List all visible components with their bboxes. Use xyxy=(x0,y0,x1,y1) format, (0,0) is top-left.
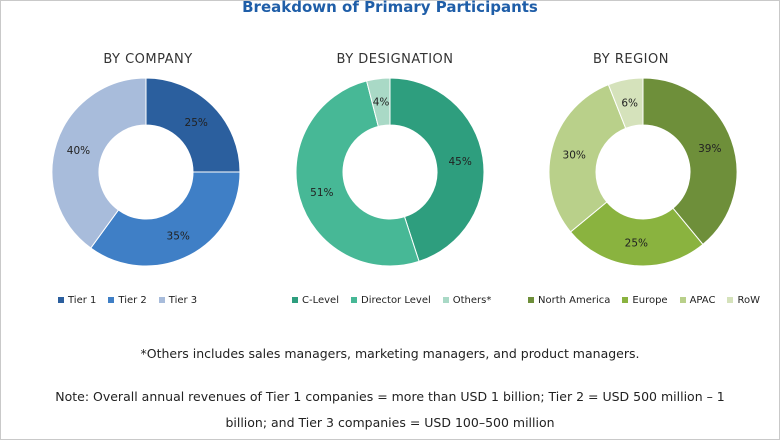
footnote: *Others includes sales managers, marketi… xyxy=(140,346,640,361)
donut-chart-region: 39% 25% 30% 6% xyxy=(548,77,738,267)
revenue-note-line-2: billion; and Tier 3 companies = USD 100–… xyxy=(225,415,555,430)
data-label-others: 4% xyxy=(373,97,390,109)
slice-europe xyxy=(569,201,704,267)
legend-swatch xyxy=(442,297,449,303)
revenue-note: Note: Overall annual revenues of Tier 1 … xyxy=(20,384,760,436)
legend-swatch xyxy=(58,297,64,303)
legend-item-apac: APAC xyxy=(679,294,716,306)
revenue-note-line-1: Note: Overall annual revenues of Tier 1 … xyxy=(55,389,725,404)
data-label-tier-1: 25% xyxy=(185,117,208,129)
data-label-apac: 30% xyxy=(563,149,586,161)
legend-region: North America Europe APAC RoW xyxy=(528,293,760,307)
legend-swatch xyxy=(292,297,298,303)
legend-swatch xyxy=(679,297,686,303)
legend-label: RoW xyxy=(737,294,760,306)
slice-tier-2 xyxy=(90,171,241,267)
legend-swatch xyxy=(528,297,534,303)
panel-title-region: BY REGION xyxy=(593,52,669,67)
data-label-europe: 25% xyxy=(625,238,648,250)
legend-item-europe: Europe xyxy=(622,294,668,306)
legend-item-tier-2: Tier 2 xyxy=(108,294,147,306)
donut-chart-company: 25% 35% 40% xyxy=(51,77,241,267)
data-label-north-america: 39% xyxy=(698,143,721,155)
legend-swatch xyxy=(108,297,115,303)
legend-label: North America xyxy=(538,294,611,306)
legend-label: Director Level xyxy=(361,294,431,306)
legend-designation: C-Level Director Level Others* xyxy=(292,293,491,307)
legend-item-tier-3: Tier 3 xyxy=(158,294,198,306)
legend-label: Europe xyxy=(632,294,668,306)
legend-item-c-level: C-Level xyxy=(292,295,339,306)
legend-item-others: Others* xyxy=(442,294,492,306)
slice-tier-1 xyxy=(145,77,241,173)
data-label-tier-3: 40% xyxy=(67,145,90,157)
legend-label: APAC xyxy=(689,294,716,306)
data-label-director-level: 51% xyxy=(310,187,333,199)
slice-north-america xyxy=(642,77,738,246)
legend-label: Tier 2 xyxy=(118,294,147,306)
legend-label: Tier 1 xyxy=(68,294,97,306)
data-label-tier-2: 35% xyxy=(167,230,190,242)
legend-item-director-level: Director Level xyxy=(351,295,431,306)
legend-label: C-Level xyxy=(302,294,339,306)
panel-title-designation: BY DESIGNATION xyxy=(336,52,454,67)
legend-label: Others* xyxy=(452,294,492,306)
slice-row xyxy=(607,77,644,129)
slice-others xyxy=(366,77,391,128)
legend-swatch xyxy=(727,297,734,303)
donut-chart-designation: 45% 51% 4% xyxy=(295,77,485,267)
data-label-row: 6% xyxy=(621,97,638,109)
chart-title: Breakdown of Primary Participants xyxy=(242,0,538,16)
panel-title-company: BY COMPANY xyxy=(103,52,193,67)
legend-item-north-america: North America xyxy=(528,295,610,306)
legend-swatch xyxy=(351,297,357,303)
data-label-c-level: 45% xyxy=(448,156,471,168)
slice-tier-3 xyxy=(51,77,147,249)
legend-item-tier-1: Tier 1 xyxy=(58,295,96,306)
legend-swatch xyxy=(622,297,629,303)
legend-item-row: RoW xyxy=(727,295,760,306)
slice-apac xyxy=(548,83,627,233)
legend-label: Tier 3 xyxy=(168,294,198,306)
slice-c-level xyxy=(389,77,485,263)
legend-company: Tier 1 Tier 2 Tier 3 xyxy=(58,293,197,307)
slice-director-level xyxy=(295,80,420,267)
legend-swatch xyxy=(158,297,165,303)
